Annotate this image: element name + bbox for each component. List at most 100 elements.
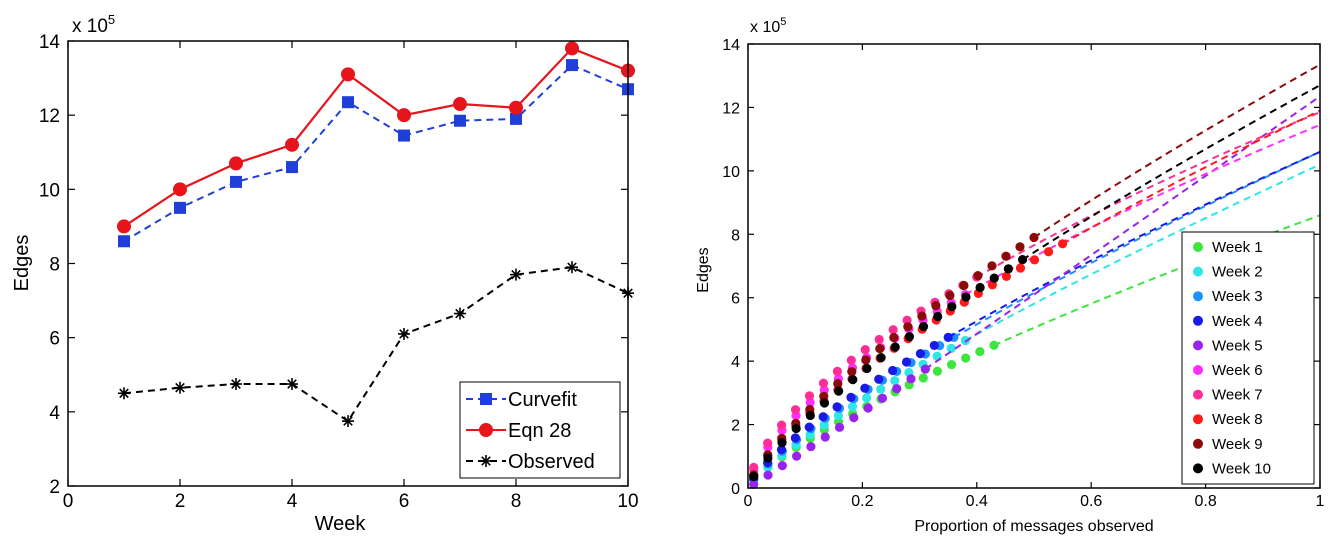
data-point-week-4: [901, 357, 912, 367]
right-x-tick-label: 0: [744, 493, 753, 510]
data-point-week-7: [888, 325, 898, 335]
data-point-week-9: [987, 261, 997, 271]
legend-label-eqn-28: Eqn 28: [508, 420, 571, 442]
data-point-week-1: [989, 340, 999, 350]
data-point-week-7: [749, 462, 759, 472]
data-point-week-10: [819, 398, 830, 408]
asterisk-stroke: [175, 382, 185, 393]
data-point-week-7: [818, 378, 829, 388]
data-point-eqn-28: [341, 67, 355, 82]
legend-marker-week-5: [1193, 340, 1203, 351]
fit-line-week-7: [976, 111, 1321, 278]
data-point-week-4: [818, 412, 828, 422]
data-point-week-9: [833, 379, 843, 389]
right-y-tick-label: 0: [731, 481, 740, 498]
data-point-observed: [566, 261, 578, 274]
data-point-observed: [398, 327, 410, 340]
data-point-week-5: [920, 364, 930, 374]
data-point-week-10: [805, 410, 815, 421]
data-point-week-10: [961, 292, 971, 302]
data-point-week-5: [906, 374, 916, 384]
data-point-week-9: [959, 280, 969, 291]
data-point-week-7: [804, 391, 815, 401]
data-point-week-7: [763, 438, 773, 448]
left-x-axis-label: Week: [315, 513, 367, 535]
data-point-week-10: [904, 332, 914, 342]
data-point-curvefit: [454, 114, 466, 127]
legend-label-week-10: Week 10: [1212, 460, 1271, 477]
data-point-curvefit: [398, 129, 410, 142]
data-point-eqn-28: [173, 182, 187, 197]
left-y-tick-label: 2: [49, 477, 60, 498]
data-point-week-10: [876, 352, 886, 363]
legend-marker-week-6: [1193, 365, 1203, 375]
data-point-week-7: [860, 345, 870, 355]
data-point-week-4: [888, 365, 898, 376]
data-point-week-9: [917, 311, 927, 321]
left-x-tick-label: 0: [63, 491, 74, 512]
data-point-week-5: [863, 403, 873, 413]
right-x-tick-label: 0.4: [966, 493, 988, 510]
right-y-tick-label: 8: [731, 227, 740, 244]
right-y-multiplier-exp: 5: [780, 16, 786, 28]
asterisk-stroke: [119, 388, 129, 399]
left-y-tick-label: 12: [39, 106, 60, 127]
data-point-week-7: [846, 355, 856, 365]
data-point-week-5: [763, 470, 773, 480]
data-point-week-8: [1029, 255, 1040, 265]
asterisk-stroke: [481, 456, 491, 466]
data-point-week-10: [777, 437, 787, 448]
left-y-tick-label: 8: [49, 255, 60, 276]
legend-label-week-4: Week 4: [1212, 313, 1263, 330]
data-point-week-9: [875, 343, 885, 354]
data-point-week-2: [890, 376, 900, 386]
right-x-axis-label: Proportion of messages observed: [914, 518, 1153, 535]
asterisk-stroke: [399, 329, 409, 339]
data-point-week-10: [975, 282, 985, 293]
data-point-week-1: [932, 366, 943, 376]
asterisk-stroke: [231, 379, 241, 389]
data-point-week-7: [874, 334, 884, 345]
data-point-week-2: [833, 411, 843, 421]
data-point-week-10: [862, 363, 872, 374]
data-point-curvefit: [342, 96, 354, 109]
data-point-curvefit: [510, 112, 522, 125]
legend-marker-curvefit: [480, 393, 492, 405]
data-point-week-10: [947, 302, 957, 312]
left-legend: Curvefit Eqn 28 Observed: [459, 381, 621, 479]
data-point-week-8: [1043, 247, 1054, 257]
left-y-axis-label: Edges: [11, 235, 33, 292]
legend-marker-observed: [480, 455, 492, 467]
data-point-week-10: [933, 311, 943, 322]
legend-label-week-6: Week 6: [1212, 362, 1263, 379]
right-y-tick-label: 14: [722, 37, 740, 54]
data-point-week-4: [846, 392, 856, 402]
data-point-week-5: [806, 441, 816, 452]
fit-line-week-2: [964, 163, 1321, 342]
right-y-tick-label: 10: [722, 164, 740, 181]
fit-line-week-6: [964, 123, 1321, 296]
data-point-week-4: [804, 422, 814, 432]
data-point-week-4: [790, 433, 800, 443]
data-point-observed: [286, 378, 298, 391]
data-point-week-5: [892, 383, 902, 394]
legend-marker-week-4: [1193, 315, 1203, 326]
data-point-curvefit: [230, 175, 242, 188]
data-point-week-9: [931, 301, 941, 311]
data-point-week-8: [1058, 239, 1068, 249]
legend-marker-week-2: [1193, 266, 1203, 277]
data-point-week-9: [1029, 232, 1039, 243]
data-point-week-5: [749, 479, 759, 489]
right-y-multiplier-base: x 10: [750, 19, 780, 36]
right-legend-box: [1181, 231, 1315, 485]
data-point-week-9: [847, 367, 857, 377]
data-point-week-10: [749, 471, 759, 482]
data-point-week-1: [975, 347, 985, 357]
data-point-observed: [230, 378, 242, 391]
data-point-eqn-28: [453, 97, 467, 112]
data-point-observed: [510, 268, 522, 281]
legend-label-week-8: Week 8: [1212, 411, 1263, 428]
